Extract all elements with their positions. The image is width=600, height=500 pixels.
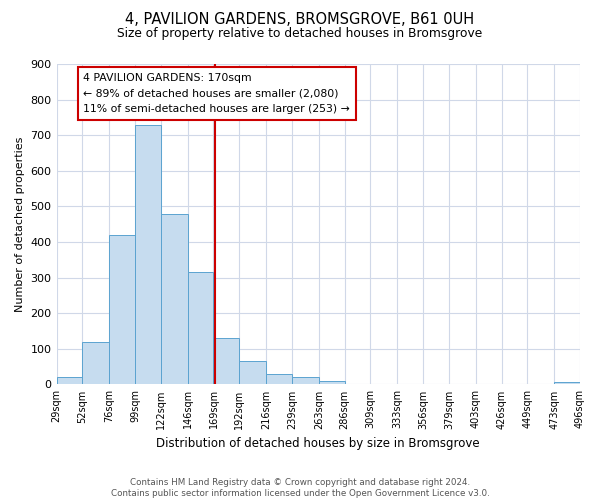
Text: 4, PAVILION GARDENS, BROMSGROVE, B61 0UH: 4, PAVILION GARDENS, BROMSGROVE, B61 0UH (125, 12, 475, 28)
Bar (135, 124, 161, 384)
Bar (56, 378, 82, 384)
Bar (239, 362, 266, 384)
Bar (161, 214, 188, 384)
Bar (109, 235, 135, 384)
Text: Contains HM Land Registry data © Crown copyright and database right 2024.
Contai: Contains HM Land Registry data © Crown c… (110, 478, 490, 498)
X-axis label: Distribution of detached houses by size in Bromsgrove: Distribution of detached houses by size … (157, 437, 480, 450)
Text: Size of property relative to detached houses in Bromsgrove: Size of property relative to detached ho… (118, 28, 482, 40)
Text: 4 PAVILION GARDENS: 170sqm
← 89% of detached houses are smaller (2,080)
11% of s: 4 PAVILION GARDENS: 170sqm ← 89% of deta… (83, 73, 350, 114)
Bar (82, 342, 109, 384)
Bar (214, 338, 239, 384)
Bar (266, 374, 292, 384)
Bar (554, 382, 580, 384)
Bar (188, 272, 214, 384)
Bar (319, 381, 344, 384)
Bar (292, 378, 319, 384)
Y-axis label: Number of detached properties: Number of detached properties (15, 136, 25, 312)
